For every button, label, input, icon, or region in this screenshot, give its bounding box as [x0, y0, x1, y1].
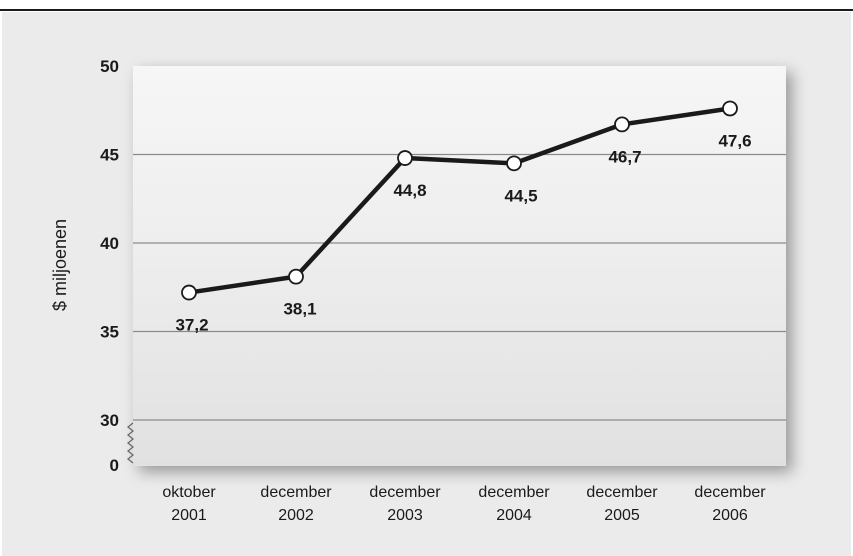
x-tick-label-line-2: 2003	[387, 507, 423, 524]
x-tick-label-2: december 2003	[369, 484, 441, 524]
data-point-5	[722, 100, 738, 117]
y-tick-label-45: 45	[100, 146, 119, 165]
y-tick-label-30: 30	[100, 411, 119, 430]
x-tick-label-line-2: 2001	[171, 507, 207, 524]
data-label-1: 38,1	[283, 300, 316, 319]
gridlines	[133, 153, 786, 421]
y-tick-label-35: 35	[100, 323, 119, 342]
x-tick-label-line-1: december	[694, 484, 766, 501]
data-label-3: 44,5	[504, 186, 537, 205]
y-tick-label-50: 50	[100, 57, 119, 76]
x-tick-label-3: december 2004	[478, 484, 550, 524]
y-axis: 0 30 35 40 45 50	[100, 57, 119, 475]
x-tick-label-1: december 2002	[260, 484, 332, 524]
data-point-4	[614, 116, 630, 133]
y-tick-label-0: 0	[110, 456, 119, 475]
axis-break-zigzag	[126, 422, 135, 464]
x-tick-label-0: oktober 2001	[162, 484, 216, 524]
axis-break-icon	[126, 422, 135, 464]
series: 37,2 38,1 44,8 44,5 46,7 47,6	[175, 100, 752, 335]
x-tick-label-line-2: 2006	[712, 507, 748, 524]
data-label-0: 37,2	[175, 316, 208, 335]
y-tick-label-40: 40	[100, 234, 119, 253]
data-point-2	[397, 150, 413, 166]
x-tick-label-line-1: december	[586, 484, 658, 501]
x-tick-label-line-1: december	[260, 484, 332, 501]
data-point-3	[506, 155, 522, 172]
series-line	[186, 106, 733, 295]
x-tick-label-line-2: 2004	[496, 507, 532, 524]
top-rule	[0, 9, 853, 11]
x-tick-label-line-1: december	[478, 484, 550, 501]
data-label-2: 44,8	[393, 181, 426, 200]
x-tick-label-line-2: 2002	[278, 507, 314, 524]
x-tick-label-4: december 2005	[586, 484, 658, 524]
data-point-1	[288, 268, 304, 285]
y-axis-label: $ miljoenen	[50, 219, 70, 311]
x-tick-label-line-1: december	[369, 484, 441, 501]
plot-area	[133, 66, 786, 466]
data-label-4: 46,7	[608, 147, 641, 166]
x-tick-label-5: december 2006	[694, 484, 766, 524]
data-label-5: 47,6	[718, 131, 751, 150]
x-tick-label-line-2: 2005	[604, 507, 640, 524]
data-point-0	[181, 284, 197, 301]
x-tick-label-line-1: oktober	[162, 484, 216, 501]
